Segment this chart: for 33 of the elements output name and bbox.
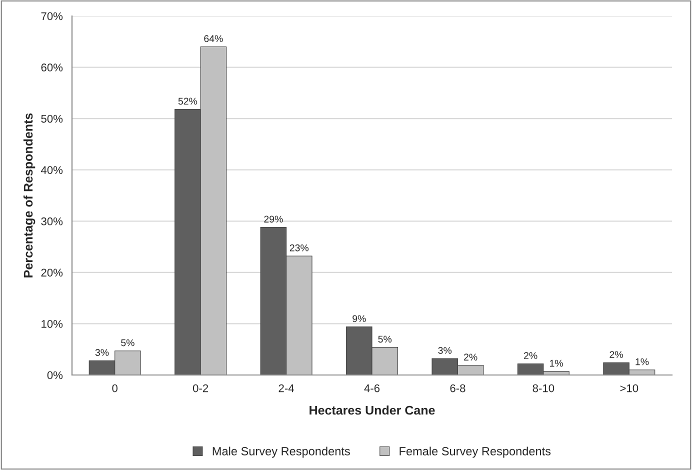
y-tick-label: 40% [40,166,63,174]
x-tick-label: 4-6 [364,384,380,392]
y-tick-label: 30% [41,217,63,226]
y-tick-label: 20% [41,268,63,277]
x-tick-label: 2-4 [278,384,294,392]
data-label: 5% [121,339,134,346]
data-label: 23% [290,244,309,252]
x-tick-label: 0-2 [192,384,208,392]
y-tick-label: 60% [41,64,63,72]
data-label: 2% [610,351,623,358]
data-label: 2% [464,354,478,361]
x-axis-title: Hectares Under Cane [310,405,435,415]
y-tick-label: 0% [47,371,63,380]
data-label: 1% [636,358,649,366]
x-tick-label: 6-8 [450,384,466,392]
data-label: 29% [264,216,283,223]
data-label: 64% [204,35,223,42]
data-label: 2% [524,352,538,359]
data-label: 9% [352,315,366,322]
data-label: 3% [95,349,109,356]
data-label: 3% [438,347,452,354]
legend-label: Female Survey Respondents [400,446,551,458]
data-label: 52% [178,98,198,105]
y-tick-label: 10% [42,320,63,328]
data-label: 5% [378,336,392,343]
x-tick-label: >10 [620,384,638,392]
x-tick-label: 8-10 [532,384,554,392]
data-label: 1% [550,360,563,367]
legend-label: Male Survey Respondents [212,446,350,458]
y-tick-label: 50% [41,114,63,123]
x-tick-label: 0 [112,384,118,392]
y-axis-title: Percentage of Respondents [23,113,36,278]
y-tick-label: 70% [41,12,63,20]
